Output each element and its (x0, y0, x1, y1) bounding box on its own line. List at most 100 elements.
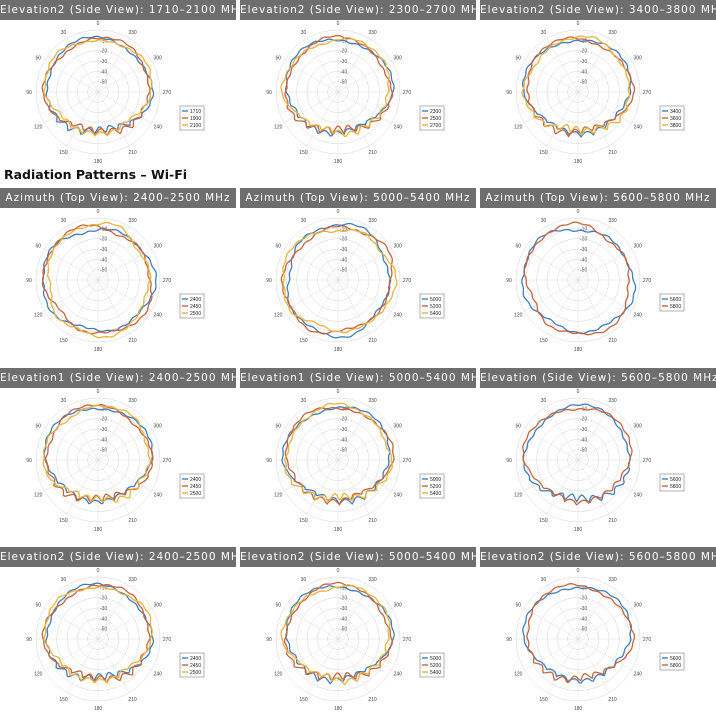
angle-tick-label: 180 (334, 527, 343, 533)
angle-tick-label: 270 (163, 458, 172, 464)
angle-tick-label: 150 (539, 697, 548, 703)
pattern-trace (523, 221, 630, 336)
polar-plot: 0306090120150180210240270300330-10-20-30… (506, 389, 685, 533)
angle-tick-label: 0 (337, 21, 340, 27)
angle-tick-label: 150 (539, 338, 548, 344)
radial-tick-label: -50 (100, 627, 107, 633)
radial-tick-label: -50 (340, 80, 347, 86)
polar-plot: 0306090120150180210240270300330-10-20-30… (506, 209, 685, 353)
angle-tick-label: 210 (608, 697, 617, 703)
angle-tick-label: 300 (154, 603, 163, 609)
grid-spoke (66, 638, 99, 693)
angle-tick-label: 270 (643, 90, 652, 96)
grid-spoke (97, 638, 152, 671)
grid-spoke (546, 585, 579, 640)
radial-tick-label: -40 (100, 616, 107, 622)
legend-box (659, 293, 685, 312)
angle-tick-label: 150 (299, 150, 308, 156)
angle-tick-label: 270 (403, 278, 412, 284)
angle-tick-label: 180 (574, 706, 583, 712)
angle-tick-label: 60 (515, 424, 521, 430)
pattern-trace (526, 36, 636, 138)
radial-tick-label: -40 (340, 616, 347, 622)
legend-label: 2400 (190, 656, 201, 662)
section-heading: Radiation Patterns – Wi-Fi (4, 167, 188, 182)
legend-label: 2700 (430, 123, 441, 129)
pattern-trace (285, 585, 395, 685)
radial-tick-label: -30 (100, 427, 107, 433)
angle-tick-label: 240 (394, 125, 403, 131)
polar-chart-panel: Elevation2 (Side View): 3400–3800 MHz 0 30… (480, 0, 716, 170)
legend-label: 5600 (670, 477, 681, 483)
angle-tick-label: 240 (394, 313, 403, 319)
angle-tick-label: 210 (608, 518, 617, 524)
legend-label: 5800 (670, 663, 681, 669)
grid-spoke (337, 91, 392, 124)
angle-tick-label: 330 (608, 30, 617, 36)
grid-spoke (66, 459, 99, 514)
grid-spoke (524, 428, 579, 461)
radial-tick-label: -20 (340, 237, 347, 243)
angle-tick-label: 150 (539, 518, 548, 524)
polar-chart-panel: Elevation (Side View): 5600–5800 MHz 0 30 6… (480, 368, 716, 538)
grid-spoke (577, 91, 610, 146)
radial-tick-label: -30 (340, 606, 347, 612)
radial-tick-label: -20 (340, 417, 347, 423)
angle-tick-label: 240 (394, 493, 403, 499)
polar-plot: 0306090120150180210240270300330-10-20-30… (266, 209, 445, 353)
angle-tick-label: 0 (337, 389, 340, 395)
chart-title: Elevation2 (Side View): 2400–2500 MHz (0, 547, 236, 567)
pattern-trace (526, 583, 636, 684)
angle-tick-label: 90 (506, 90, 512, 96)
radial-tick-label: -40 (100, 437, 107, 443)
radial-tick-label: -40 (340, 437, 347, 443)
grid-spoke (66, 38, 99, 93)
grid-spoke (524, 248, 579, 281)
grid-spoke (44, 428, 99, 461)
angle-tick-label: 330 (368, 30, 377, 36)
angle-tick-label: 210 (128, 697, 137, 703)
polar-chart-panel: Elevation2 (Side View): 5000–5400 MHz 0 30… (240, 547, 476, 717)
angle-tick-label: 30 (301, 398, 307, 404)
angle-tick-label: 30 (301, 577, 307, 583)
legend-label: 2500 (190, 670, 201, 676)
radial-tick-label: -30 (580, 247, 587, 253)
angle-tick-label: 240 (634, 125, 643, 131)
angle-tick-label: 300 (154, 56, 163, 62)
chart-title: Azimuth (Top View): 5000–5400 MHz (240, 188, 476, 208)
grid-spoke (546, 226, 579, 281)
angle-tick-label: 180 (94, 159, 103, 165)
grid-spoke (66, 406, 99, 461)
grid-spoke (524, 91, 579, 124)
angle-tick-label: 150 (59, 150, 68, 156)
angle-tick-label: 150 (299, 338, 308, 344)
radial-tick-label: -50 (340, 627, 347, 633)
angle-tick-label: 270 (403, 637, 412, 643)
angle-tick-label: 30 (541, 577, 547, 583)
angle-tick-label: 240 (154, 125, 163, 131)
angle-tick-label: 0 (577, 389, 580, 395)
grid-spoke (524, 607, 579, 640)
angle-tick-label: 60 (275, 603, 281, 609)
radial-tick-label: -40 (340, 69, 347, 75)
pattern-trace (41, 583, 151, 683)
angle-tick-label: 60 (275, 56, 281, 62)
angle-tick-label: 90 (26, 278, 32, 284)
angle-tick-label: 30 (541, 398, 547, 404)
radial-tick-label: -50 (580, 80, 587, 86)
polar-plot: 0306090120150180210240270300330-10-20-30… (506, 568, 685, 712)
angle-tick-label: 300 (634, 603, 643, 609)
grid-spoke (97, 459, 130, 514)
angle-tick-label: 300 (634, 424, 643, 430)
angle-tick-label: 30 (301, 30, 307, 36)
angle-tick-label: 0 (577, 568, 580, 574)
legend-label: 2500 (190, 311, 201, 317)
angle-tick-label: 150 (299, 518, 308, 524)
angle-tick-label: 180 (94, 347, 103, 353)
grid-spoke (524, 279, 579, 312)
angle-tick-label: 210 (368, 697, 377, 703)
grid-spoke (66, 91, 99, 146)
angle-tick-label: 90 (506, 278, 512, 284)
angle-tick-label: 120 (274, 313, 283, 319)
polar-plot: 0306090120150180210240270300330-10-20-30… (26, 21, 205, 165)
